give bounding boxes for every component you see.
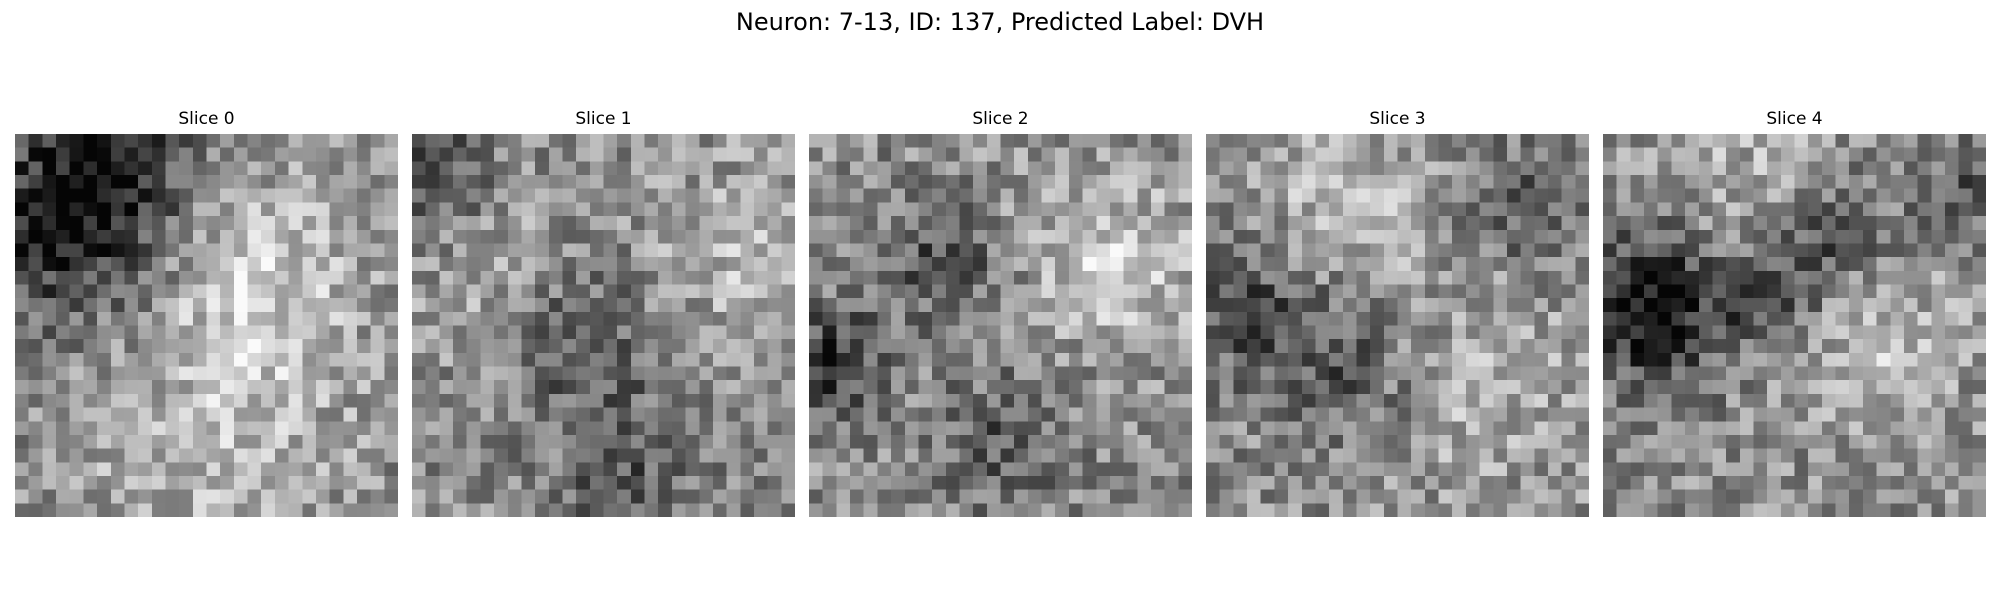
slice-title: Slice 1	[575, 109, 632, 129]
slice-image	[412, 134, 795, 517]
slice-image	[1206, 134, 1589, 517]
slice-panel-0: Slice 0	[15, 108, 398, 518]
slice-panel-2: Slice 2	[809, 108, 1192, 518]
slice-title: Slice 3	[1369, 109, 1426, 129]
slice-image	[1603, 134, 1986, 517]
slice-panel-4: Slice 4	[1603, 108, 1986, 518]
figure-title: Neuron: 7-13, ID: 137, Predicted Label: …	[735, 8, 1265, 36]
slice-panel-3: Slice 3	[1206, 108, 1589, 518]
slice-title: Slice 4	[1766, 109, 1823, 129]
slice-image	[809, 134, 1192, 517]
slice-image	[15, 134, 398, 517]
slice-title: Slice 0	[178, 109, 235, 129]
slice-title: Slice 2	[972, 109, 1029, 129]
slice-panel-1: Slice 1	[412, 108, 795, 518]
